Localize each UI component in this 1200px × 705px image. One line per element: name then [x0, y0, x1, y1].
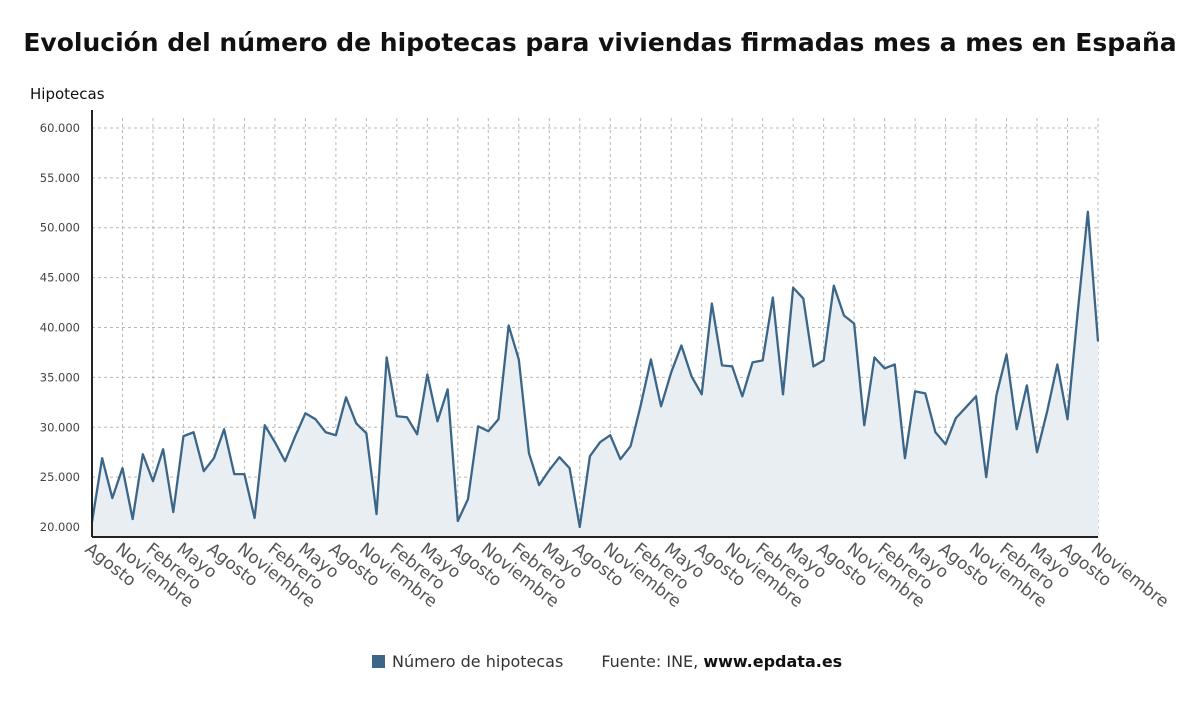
- y-tick-label: 50.000: [40, 221, 80, 235]
- y-tick-label: 35.000: [40, 370, 80, 384]
- y-tick-label: 60.000: [40, 121, 80, 135]
- y-tick-label: 40.000: [40, 321, 80, 335]
- source-prefix: Fuente: INE,: [601, 652, 699, 671]
- y-tick-label: 20.000: [40, 520, 80, 534]
- y-tick-label: 55.000: [40, 171, 80, 185]
- legend-label: Número de hipotecas: [392, 652, 564, 671]
- source-link[interactable]: www.epdata.es: [703, 652, 843, 671]
- series-area: [92, 211, 1098, 537]
- chart-title: Evolución del número de hipotecas para v…: [23, 28, 1177, 57]
- source-note: Fuente: INE, www.epdata.es: [601, 652, 842, 671]
- y-tick-label: 45.000: [40, 271, 80, 285]
- y-axis-label: Hipotecas: [30, 85, 105, 103]
- legend-swatch: [372, 655, 385, 668]
- y-tick-label: 25.000: [40, 470, 80, 484]
- series-line: [90, 210, 1100, 529]
- line-chart: 20.000 25.000 30.000 35.000 40.000 45.000 50.0…: [40, 110, 1172, 612]
- legend: Número de hipotecas Fuente: INE, www.epd…: [372, 652, 842, 671]
- y-tick-label: 30.000: [40, 420, 80, 434]
